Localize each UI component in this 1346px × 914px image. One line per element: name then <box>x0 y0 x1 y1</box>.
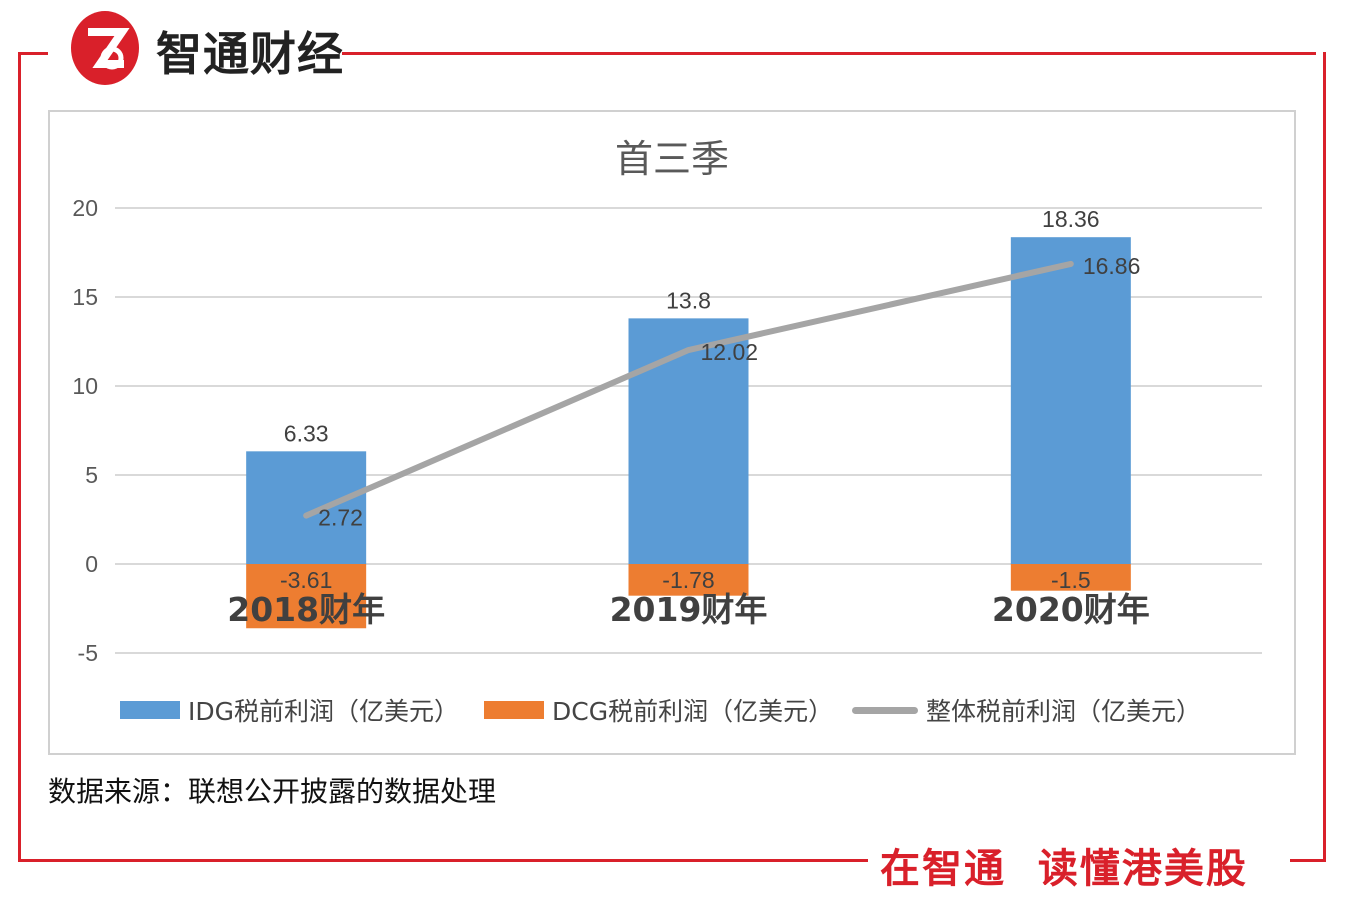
data-label-dcg: -1.78 <box>662 567 714 593</box>
data-label-dcg: -1.5 <box>1051 567 1091 593</box>
data-label-total: 2.72 <box>318 505 363 531</box>
bar-dcg-2 <box>1010 564 1131 591</box>
legend-label-idg: IDG税前利润（亿美元） <box>188 697 459 726</box>
y-tick-label: 10 <box>72 373 98 399</box>
bar-idg-1 <box>628 318 749 564</box>
y-tick-label: -5 <box>78 640 98 666</box>
x-category-label: 2020财年 <box>992 590 1150 629</box>
brand-logo-icon <box>71 11 139 85</box>
legend-swatch-total <box>852 706 918 714</box>
data-label-total: 16.86 <box>1083 253 1141 279</box>
chart-legend: IDG税前利润（亿美元） DCG税前利润（亿美元） 整体税前利润（亿美元） <box>48 692 1296 732</box>
x-category-label: 2019财年 <box>610 590 768 629</box>
y-tick-label: 5 <box>85 462 98 488</box>
source-note: 数据来源：联想公开披露的数据处理 <box>48 775 497 808</box>
legend-item-idg: IDG税前利润（亿美元） <box>120 692 459 728</box>
data-label-dcg: -3.61 <box>280 567 332 593</box>
data-label-total: 12.02 <box>701 339 759 365</box>
y-tick-label: 15 <box>72 284 98 310</box>
bar-idg-0 <box>246 451 367 564</box>
brand-name: 智通财经 <box>156 27 344 81</box>
bar-dcg-0 <box>246 564 367 629</box>
legend-item-total: 整体税前利润（亿美元） <box>852 692 1201 728</box>
legend-item-dcg: DCG税前利润（亿美元） <box>484 692 833 728</box>
data-label-idg: 13.8 <box>666 287 711 313</box>
frame-bottom-left <box>18 859 868 862</box>
chart-title: 首三季 <box>615 137 729 181</box>
legend-swatch-dcg <box>484 701 544 719</box>
frame-top-right <box>342 52 1316 55</box>
data-label-idg: 18.36 <box>1042 206 1100 232</box>
frame-left <box>18 52 21 862</box>
bar-idg-2 <box>1010 237 1131 564</box>
legend-label-dcg: DCG税前利润（亿美元） <box>552 697 834 726</box>
legend-swatch-idg <box>120 701 180 719</box>
x-category-label: 2018财年 <box>227 590 385 629</box>
bar-dcg-1 <box>628 564 749 596</box>
frame-right <box>1323 52 1326 862</box>
frame-top-left <box>18 52 48 55</box>
data-label-idg: 6.33 <box>284 420 329 446</box>
y-tick-label: 20 <box>72 195 98 221</box>
frame-bottom-right <box>1290 859 1326 862</box>
y-tick-label: 0 <box>85 551 98 577</box>
brand-slogan: 在智通 读懂港美股 <box>880 846 1248 892</box>
legend-label-total: 整体税前利润（亿美元） <box>926 697 1202 726</box>
